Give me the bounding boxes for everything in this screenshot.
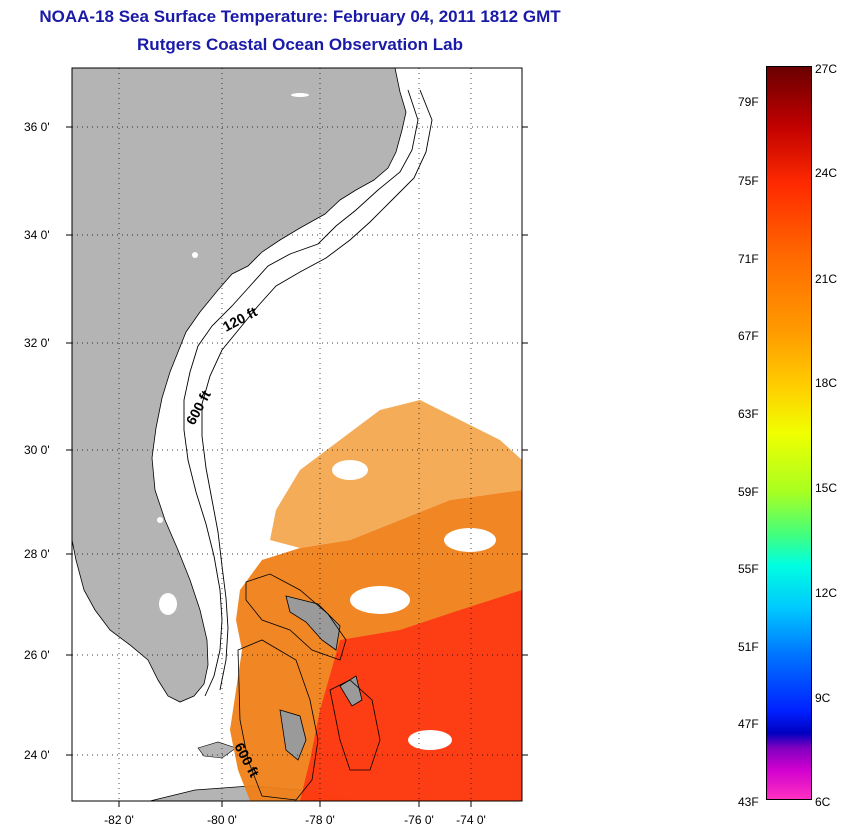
- colorbar-f-47: 47F: [738, 717, 759, 731]
- colorbar-c-6: 6C: [815, 795, 831, 809]
- lake: [192, 252, 198, 258]
- lat-label-24: 24 0': [24, 748, 50, 762]
- colorbar-c-12: 12C: [815, 586, 838, 600]
- colorbar-c-18: 18C: [815, 376, 838, 390]
- colorbar-f-51: 51F: [738, 640, 759, 654]
- map-title: NOAA-18 Sea Surface Temperature: Februar…: [39, 7, 561, 26]
- land-bahamas: [339, 675, 363, 707]
- lat-label-26: 26 0': [24, 648, 50, 662]
- colorbar-f-71: 71F: [738, 252, 759, 266]
- colorbar-f-59: 59F: [738, 485, 759, 499]
- islet: [197, 741, 237, 759]
- cloud-gap: [332, 460, 368, 480]
- lon-label-76: -76 0': [404, 813, 434, 827]
- cloud-gap: [444, 528, 496, 552]
- cloud-gap: [350, 586, 410, 614]
- colorbar-c-9: 9C: [815, 691, 831, 705]
- sst-warm-core: [300, 590, 522, 801]
- colorbar-c-24: 24C: [815, 166, 838, 180]
- colorbar-f-55: 55F: [738, 562, 759, 576]
- contour-label-600ft: 600 ft: [183, 387, 214, 427]
- lat-label-30: 30 0': [24, 443, 50, 457]
- lat-label-36: 36 0': [24, 120, 50, 134]
- tick-marks: [66, 126, 528, 807]
- map-frame: [71, 67, 523, 802]
- bank-outline: [245, 573, 347, 661]
- land-bahamas: [279, 709, 307, 761]
- lake-okeechobee: [159, 593, 177, 615]
- land-mainland: [72, 68, 407, 703]
- lake: [157, 517, 163, 523]
- sst-scattered: [270, 400, 522, 548]
- colorbar-f-43: 43F: [738, 795, 759, 809]
- temperature-colorbar: [766, 66, 812, 800]
- lon-label-78: -78 0': [305, 813, 335, 827]
- lat-label-28: 28 0': [24, 547, 50, 561]
- colorbar-c-21: 21C: [815, 272, 838, 286]
- colorbar-f-63: 63F: [738, 407, 759, 421]
- graticule: [72, 68, 522, 801]
- land-bahamas: [285, 595, 341, 651]
- contour-600ft: [201, 89, 433, 691]
- colorbar-f-79: 79F: [738, 95, 759, 109]
- map-subtitle: Rutgers Coastal Ocean Observation Lab: [137, 35, 463, 54]
- lat-label-34: 34 0': [24, 228, 50, 242]
- lon-label-80: -80 0': [207, 813, 237, 827]
- contour-120ft: [183, 89, 419, 697]
- contour-label-120ft: 120 ft: [220, 303, 260, 334]
- lake: [291, 93, 309, 97]
- lon-label-82: -82 0': [104, 813, 134, 827]
- lon-label-74: -74 0': [456, 813, 486, 827]
- cloud-gap: [408, 730, 452, 750]
- lat-label-32: 32 0': [24, 336, 50, 350]
- bank-outline: [329, 679, 381, 771]
- colorbar-f-67: 67F: [738, 329, 759, 343]
- colorbar-c-27: 27C: [815, 62, 838, 76]
- colorbar-c-15: 15C: [815, 481, 838, 495]
- bank-outline: [237, 639, 319, 801]
- colorbar-f-75: 75F: [738, 174, 759, 188]
